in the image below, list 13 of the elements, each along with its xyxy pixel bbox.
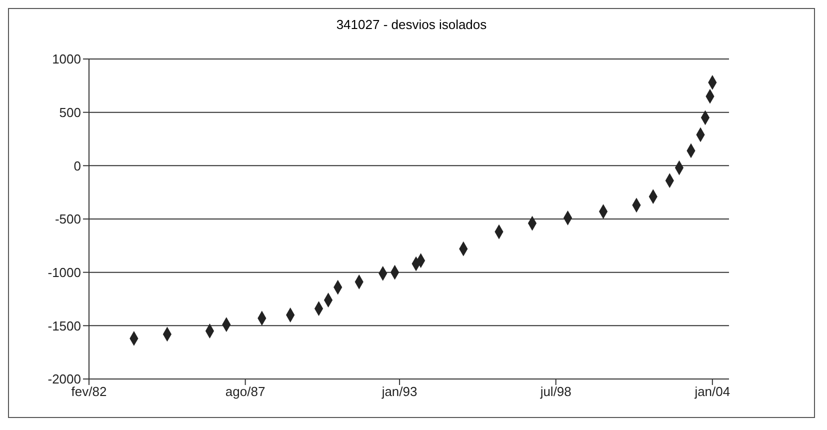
- x-tick-label: ago/87: [225, 384, 266, 400]
- y-tick-label: -500: [54, 212, 81, 227]
- y-tick-label: -1000: [48, 264, 81, 280]
- chart-title: 341027 - desvios isolados: [335, 16, 488, 34]
- y-tick-label: 500: [59, 104, 81, 120]
- x-tick-label: jan/04: [694, 384, 730, 400]
- y-tick-label: -2000: [48, 372, 81, 387]
- x-tick-label: fev/82: [71, 384, 107, 400]
- y-tick-label: -1500: [48, 318, 81, 334]
- y-tick-label: 0: [74, 158, 81, 174]
- x-tick-label: jul/98: [539, 384, 572, 400]
- x-tick-label: jan/93: [380, 384, 418, 400]
- y-tick-label: 1000: [52, 52, 81, 67]
